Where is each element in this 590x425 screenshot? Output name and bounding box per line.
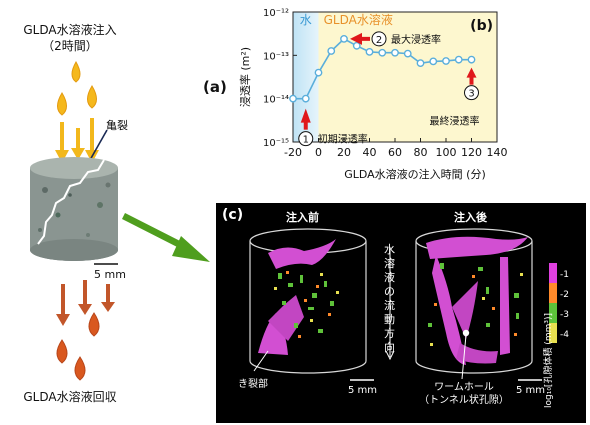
flow-arrow-head: [385, 350, 395, 361]
y-tick-label: 10⁻¹²: [263, 8, 289, 19]
data-point: [314, 68, 323, 77]
data-point: [340, 34, 348, 43]
scale-label-left: 5 mm: [348, 385, 378, 396]
colorbar-tick: -1: [560, 270, 569, 280]
arrow-stem: [469, 76, 474, 85]
green-arrow: [122, 213, 210, 262]
wormhole-label-line2: （トンネル状孔隙）: [419, 395, 509, 406]
data-point: [352, 41, 361, 50]
x-tick-label: 0: [315, 146, 322, 159]
crack-pointer-line: [89, 129, 108, 161]
panel-a-tag: (a): [203, 78, 227, 96]
droplet-icon: [87, 85, 97, 109]
x-tick-label: 140: [487, 146, 508, 159]
orange-droplets: [56, 312, 100, 381]
panel-a: GLDA水溶液注入 （2時間）: [0, 0, 226, 425]
droplet-icon: [71, 60, 81, 83]
data-point: [467, 55, 476, 64]
arrow-icon: [350, 32, 362, 45]
x-tick-label: 40: [363, 146, 377, 159]
data-point: [289, 94, 297, 103]
crack-pointer: [253, 350, 269, 372]
y-axis-label: 浸透率 (m²): [238, 47, 252, 107]
y-tick-label: 10⁻¹³: [263, 51, 289, 62]
y-tick-label: 10⁻¹⁴: [263, 95, 289, 106]
wormhole-marker: [462, 329, 470, 337]
droplet-icon: [56, 339, 68, 364]
data-point: [365, 47, 374, 56]
droplet-icon: [74, 356, 86, 381]
data-point: [391, 48, 399, 57]
panel-b-tag: (b): [470, 18, 493, 34]
crack-line: [37, 159, 105, 245]
injection-title-line2: （2時間）: [42, 39, 98, 53]
marker-3-text: 最終浸透率: [430, 115, 480, 128]
ct-image-area: [249, 228, 557, 381]
before-label: 注入前: [286, 211, 319, 224]
marker-2-circle: [371, 31, 387, 47]
arrow-icon: [300, 108, 311, 123]
core-sample-illustration: [30, 60, 210, 381]
x-tick-label: 20: [337, 146, 351, 159]
wormhole-pointer: [461, 334, 467, 380]
panel-c-tag: (c): [222, 207, 244, 223]
scale-label-right: 5 mm: [516, 385, 546, 396]
glda-label: GLDA水溶液: [324, 12, 393, 27]
marker-2-num: 2: [376, 35, 382, 46]
data-point: [403, 49, 412, 58]
arrow-stem: [361, 36, 370, 41]
arrow-icon: [466, 67, 477, 78]
x-tick-label: 60: [388, 146, 402, 159]
injection-title: GLDA水溶液注入 （2時間）: [0, 22, 140, 54]
data-point: [378, 48, 387, 57]
scale-label: 5 mm: [94, 268, 126, 281]
panel-c: (c) 注入前 注入後 水溶液の流動方向 き裂部 5 mm 5 mm ワームホー…: [216, 203, 586, 423]
colorbar-tick: -2: [560, 290, 569, 300]
data-point: [301, 94, 310, 103]
permeability-chart: -20 0 20 40 60 80 100 120 140 10⁻¹² 10⁻¹³ 10⁻¹⁴ 10⁻¹…: [238, 8, 508, 181]
crack-label: 亀裂: [106, 119, 128, 132]
droplet-icon: [88, 312, 100, 337]
rock-cylinder: [30, 157, 118, 261]
crack-label-c: き裂部: [238, 379, 268, 390]
marker-3-num: 3: [468, 89, 474, 100]
flow-direction-label: 水溶液の流動方向: [384, 243, 395, 354]
injection-title-line1: GLDA水溶液注入: [23, 23, 117, 37]
outflow-arrows: [56, 280, 115, 326]
pores-after: [426, 236, 528, 380]
x-tick-label: 100: [436, 146, 457, 159]
y-tick-label: 10⁻¹⁵: [263, 138, 289, 149]
x-tick-label: 80: [414, 146, 428, 159]
x-tick-label: -20: [284, 146, 302, 159]
droplet-icon: [57, 92, 67, 116]
water-label: 水: [300, 13, 312, 27]
data-point: [454, 55, 463, 64]
pores-before: [258, 239, 339, 355]
colorbar: [549, 263, 557, 343]
marker-1-circle: [298, 131, 314, 147]
data-point: [442, 57, 450, 65]
data-point: [327, 47, 336, 55]
marker-1-num: 1: [303, 135, 309, 146]
data-point: [416, 59, 425, 68]
collection-label: GLDA水溶液回収: [23, 390, 117, 404]
x-axis-label: GLDA水溶液の注入時間 (分): [344, 167, 486, 181]
wormhole-label-line1: ワームホール: [434, 382, 494, 393]
marker-3-circle: [464, 85, 479, 101]
colorbar-tick: -4: [560, 330, 569, 340]
yellow-droplets: [57, 60, 97, 116]
colorbar-tick: -3: [560, 310, 569, 320]
panel-b: -20 0 20 40 60 80 100 120 140 10⁻¹² 10⁻¹³ 10⁻¹⁴ 10⁻¹…: [215, 0, 590, 200]
after-label: 注入後: [454, 211, 487, 224]
colorbar-ticks: -1 -2 -3 -4: [560, 265, 569, 345]
data-point: [429, 57, 438, 66]
marker-2-text: 最大浸透率: [391, 33, 441, 46]
wormhole-label: ワームホール （トンネル状孔隙）: [414, 381, 514, 407]
colorbar-title: log₁₀[孔隙体積 (mm³)]: [544, 313, 554, 408]
marker-1-text: 初期浸透率: [318, 133, 368, 146]
arrow-stem: [303, 121, 308, 130]
x-tick-label: 120: [461, 146, 482, 159]
